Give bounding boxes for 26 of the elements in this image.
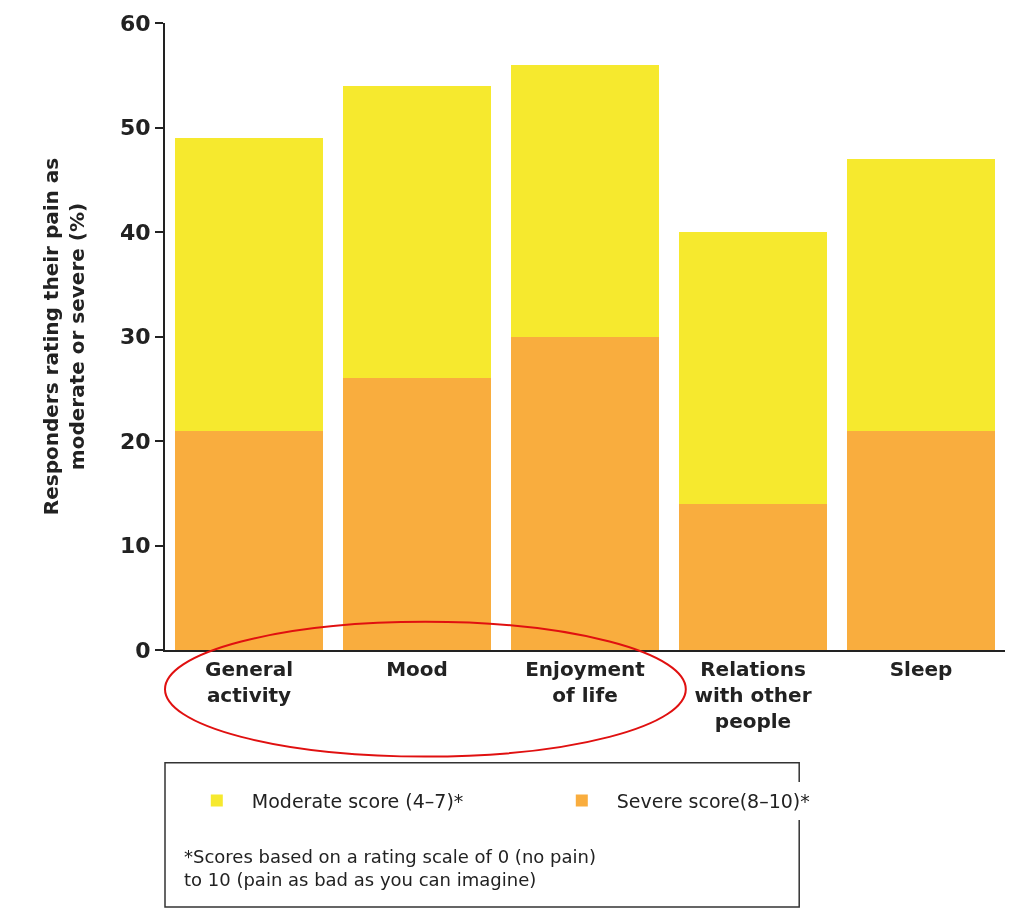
y-tick-label: 40: [119, 219, 151, 245]
legend-label: Moderate score (4–7)*: [251, 789, 464, 812]
y-axis-title: Responders rating their pain as moderate or severe (%): [38, 157, 89, 516]
x-tick-label: Enjoyment of life: [525, 657, 646, 707]
legend-label: Severe score(8–10)*: [616, 789, 810, 812]
x-tick-label: Mood: [386, 657, 448, 681]
text: *Scores based on a rating scale of 0 (no pain) to 10 (pain as bad as you can imagine): [184, 846, 596, 891]
bar: [679, 503, 827, 650]
y-tick-label: 60: [119, 10, 151, 36]
bar: [343, 378, 491, 650]
y-tick-label: 0: [135, 637, 151, 663]
x-tick-label: Sleep: [889, 657, 953, 681]
bar: [343, 85, 491, 379]
y-tick-label: 30: [119, 324, 151, 350]
bar: [175, 430, 323, 650]
bar: [511, 336, 659, 650]
bar: [511, 64, 659, 337]
x-tick-label: General activity: [205, 657, 293, 707]
y-tick-label: 20: [119, 428, 151, 454]
x-tick-label: Relations with other people: [694, 657, 812, 733]
y-tick-label: 50: [119, 115, 151, 141]
bar: [679, 232, 827, 504]
bar: [847, 158, 995, 431]
bar: [847, 430, 995, 650]
y-tick-label: 10: [119, 533, 151, 559]
bar: [175, 137, 323, 431]
